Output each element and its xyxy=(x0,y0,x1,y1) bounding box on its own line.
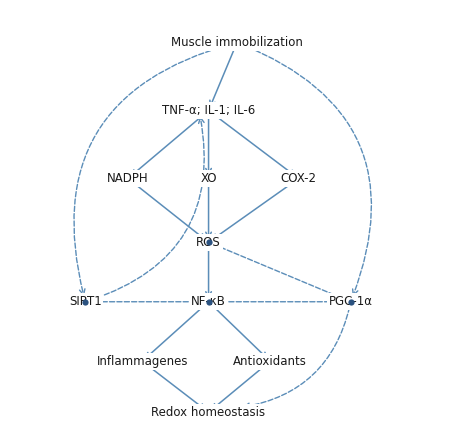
Text: NF-κB: NF-κB xyxy=(191,295,226,308)
Text: COX-2: COX-2 xyxy=(281,172,317,185)
Text: Redox homeostasis: Redox homeostasis xyxy=(152,406,265,419)
Text: TNF-α; IL-1; IL-6: TNF-α; IL-1; IL-6 xyxy=(162,104,255,117)
FancyArrowPatch shape xyxy=(244,307,349,409)
Text: Muscle immobilization: Muscle immobilization xyxy=(171,36,303,49)
Text: PGC-1α: PGC-1α xyxy=(329,295,373,308)
Text: SIRT1: SIRT1 xyxy=(69,295,102,308)
Text: ROS: ROS xyxy=(196,236,221,249)
FancyArrowPatch shape xyxy=(214,244,344,300)
FancyArrowPatch shape xyxy=(74,44,232,295)
FancyArrowPatch shape xyxy=(214,299,344,305)
Text: NADPH: NADPH xyxy=(107,172,149,185)
FancyArrowPatch shape xyxy=(91,117,204,300)
Text: Antioxidants: Antioxidants xyxy=(233,355,307,368)
Text: Inflammagenes: Inflammagenes xyxy=(96,355,188,368)
FancyArrowPatch shape xyxy=(92,299,203,305)
FancyArrowPatch shape xyxy=(242,45,372,295)
Text: XO: XO xyxy=(201,172,217,185)
